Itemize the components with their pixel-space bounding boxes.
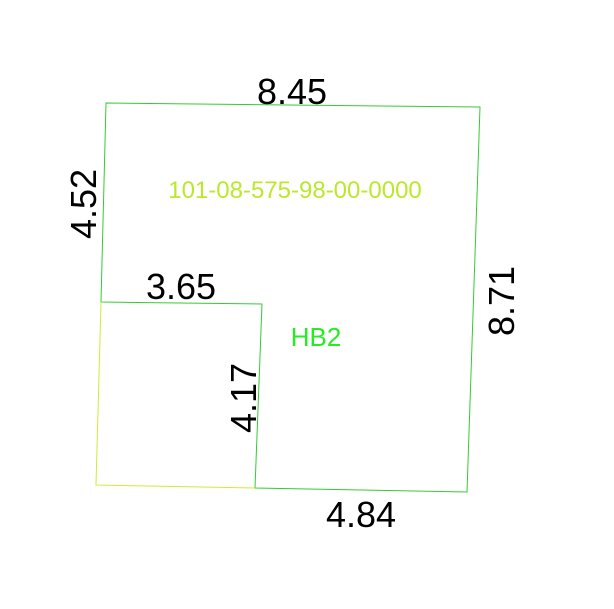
parcel-id-label: 101-08-575-98-00-0000	[168, 177, 422, 204]
zone-code-label: HB2	[291, 322, 342, 352]
dimension-inner-vertical: 4.17	[223, 363, 264, 433]
dimension-left-upper: 4.52	[63, 169, 104, 239]
dimension-top: 8.45	[257, 71, 327, 112]
dimension-bottom: 4.84	[326, 494, 396, 535]
sub-area-outline	[95, 301, 256, 489]
dimension-inner-horizontal: 3.65	[146, 266, 216, 307]
dimension-right: 8.71	[481, 266, 522, 336]
